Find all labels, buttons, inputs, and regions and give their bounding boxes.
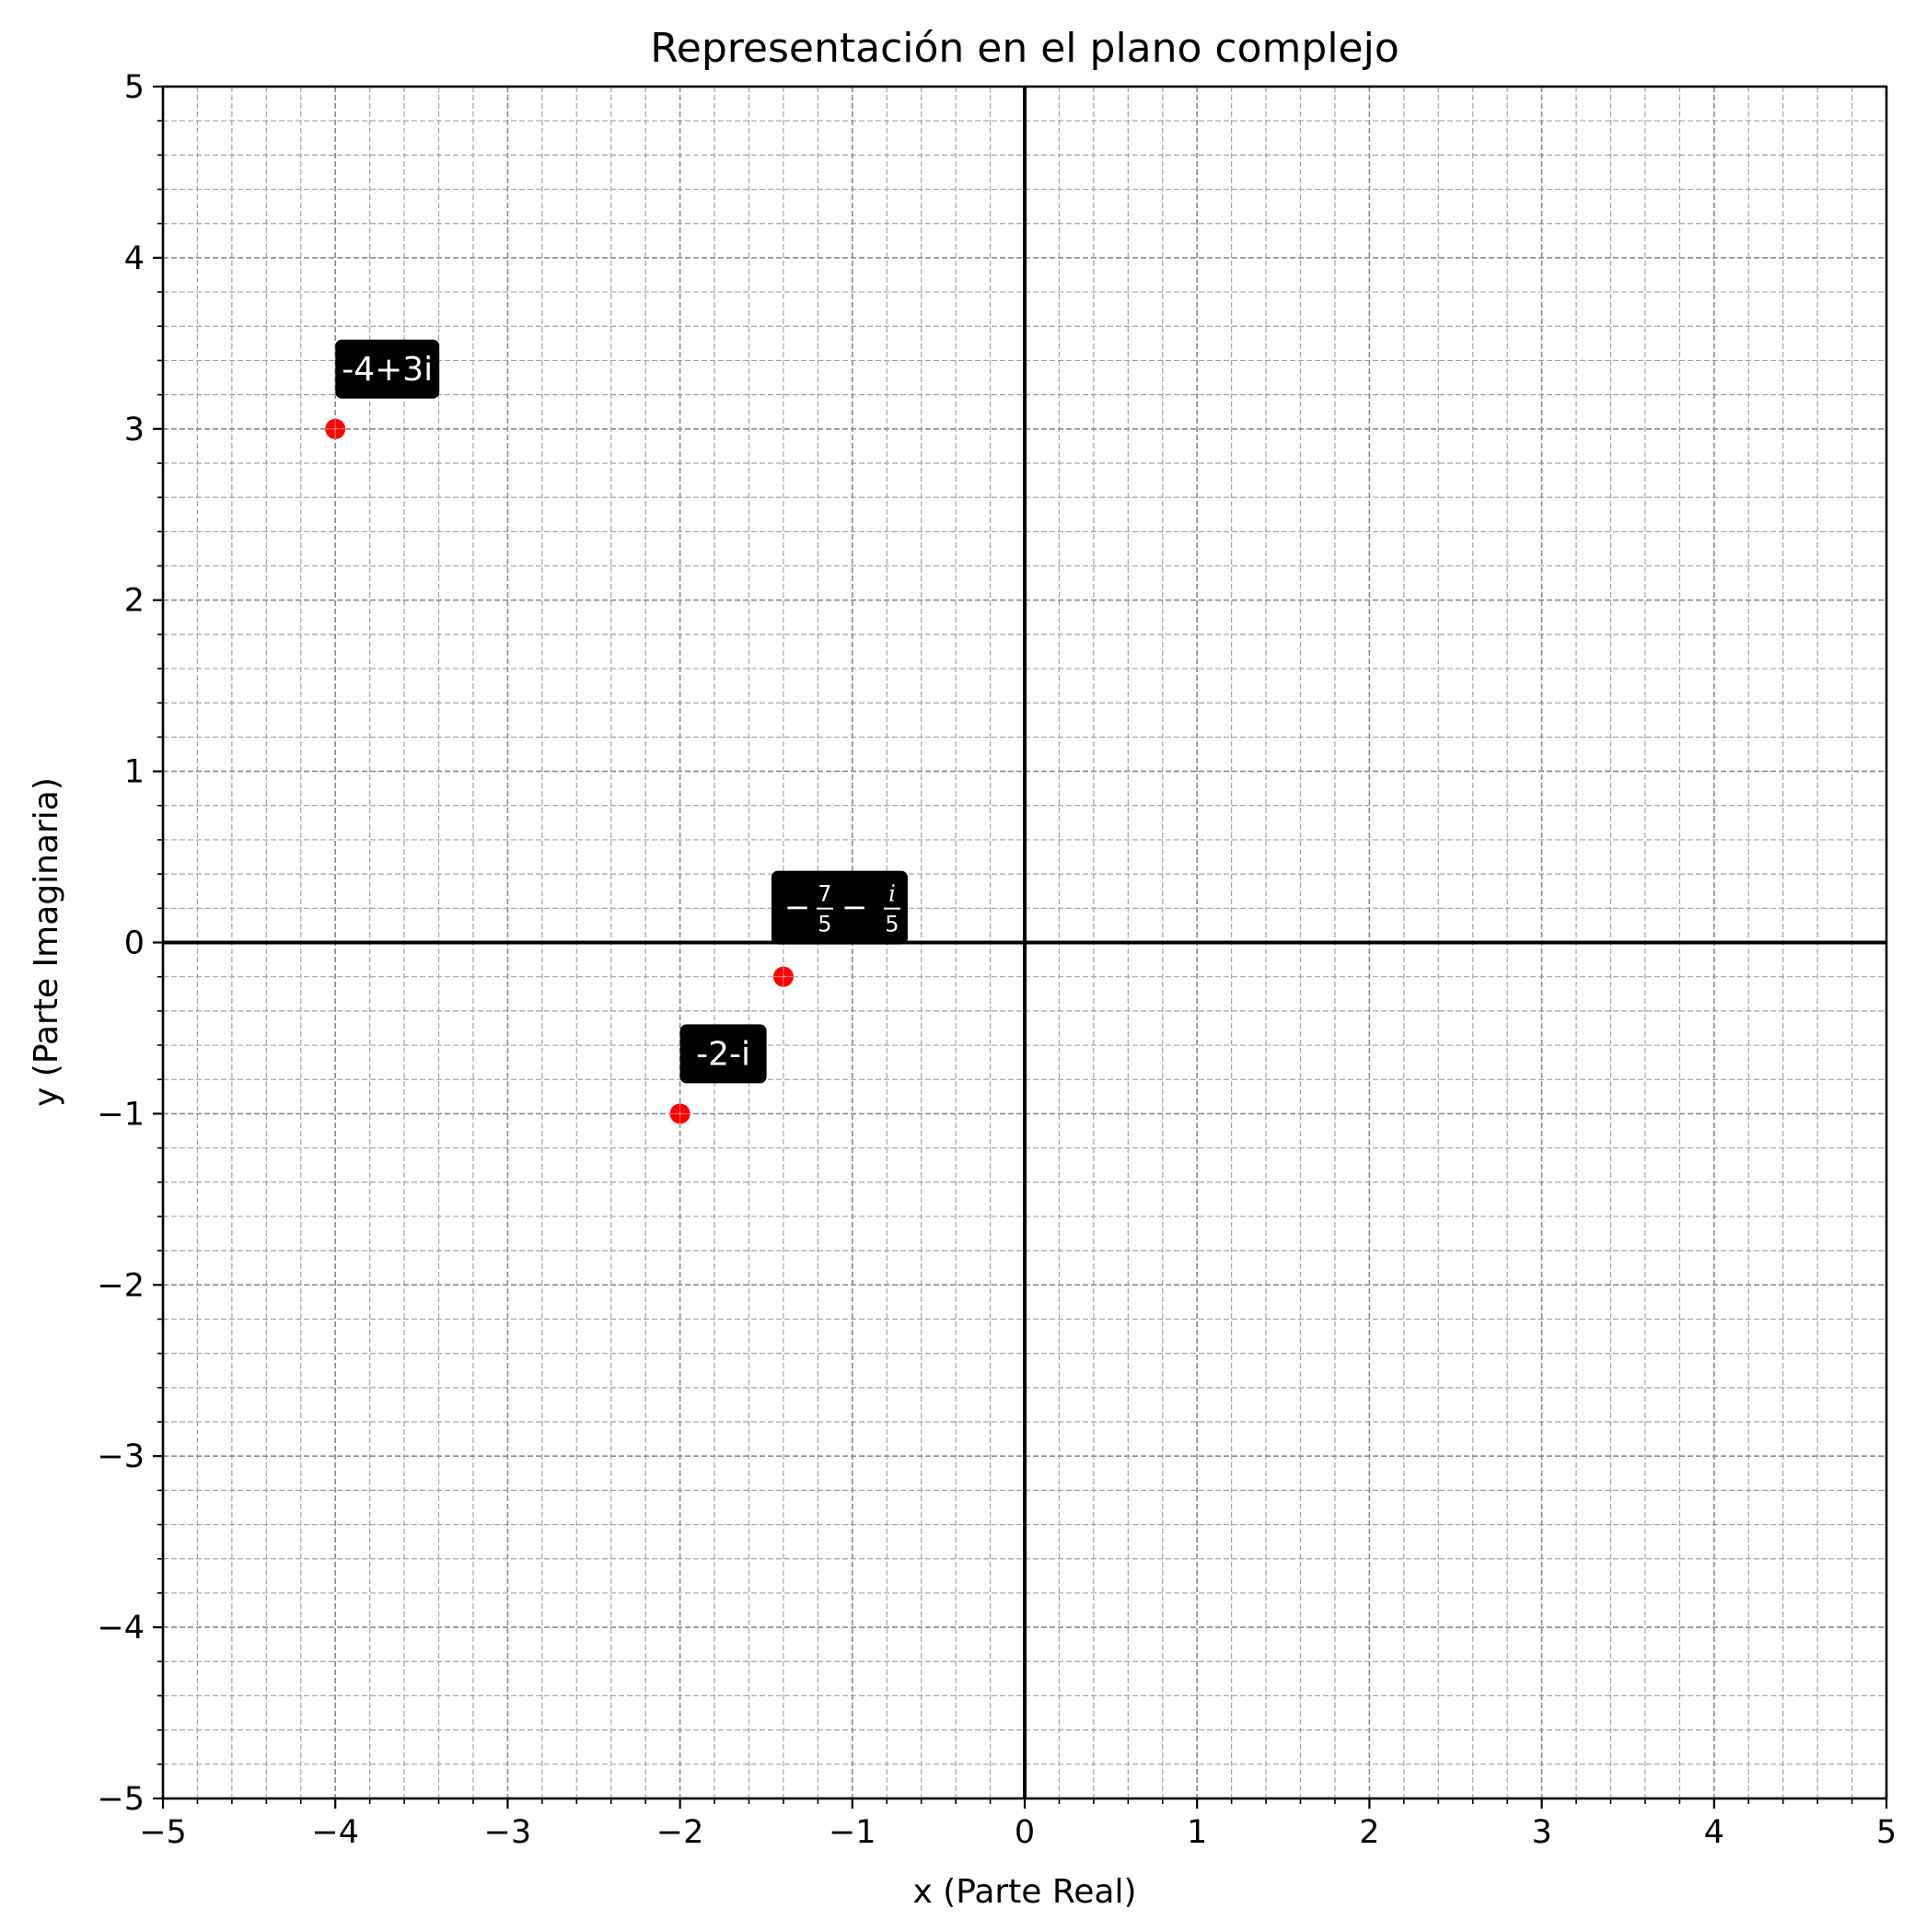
data-points xyxy=(325,418,794,1124)
y-tick-label: 1 xyxy=(124,754,145,791)
x-tick-label: 3 xyxy=(1531,1814,1551,1851)
zero-axes xyxy=(163,87,1886,1798)
fraction-denominator: 5 xyxy=(818,912,831,937)
y-tick-label: −1 xyxy=(97,1096,145,1133)
fraction-denominator: 5 xyxy=(885,912,899,937)
y-tick-label: −4 xyxy=(97,1610,145,1647)
y-tick-label: −3 xyxy=(97,1438,145,1475)
fraction-minus: − xyxy=(841,890,868,926)
x-tick-label: 0 xyxy=(1015,1814,1035,1851)
fraction-minus: − xyxy=(784,890,811,926)
y-tick-label: 4 xyxy=(124,240,145,277)
x-axis-label: x (Parte Real) xyxy=(912,1873,1136,1911)
y-axis-label: y (Parte Imaginaria) xyxy=(28,777,65,1107)
point-label-box xyxy=(335,339,440,399)
x-tick-label: 2 xyxy=(1359,1814,1379,1851)
y-tick-label: 5 xyxy=(124,69,145,106)
y-tick-label: −2 xyxy=(97,1267,145,1304)
y-tick-label: 2 xyxy=(124,583,145,620)
point-label-text: -2-i xyxy=(696,1035,750,1073)
x-tick-label: −5 xyxy=(139,1814,187,1851)
fraction-numerator: i xyxy=(888,881,896,907)
point-label-box xyxy=(771,870,908,945)
x-tick-label: −3 xyxy=(484,1814,532,1851)
point-label-box xyxy=(679,1024,767,1084)
x-tick-label: 5 xyxy=(1876,1814,1897,1851)
x-tick-label: 1 xyxy=(1187,1814,1207,1851)
y-tick-label: 0 xyxy=(124,925,145,962)
y-tick-label: −5 xyxy=(97,1781,145,1818)
x-tick-label: 4 xyxy=(1704,1814,1724,1851)
fraction-numerator: 7 xyxy=(818,881,831,907)
point-labels: -4+3i− 75− i5-2-i xyxy=(335,339,908,1084)
chart-title: Representación en el plano complejo xyxy=(650,25,1399,72)
y-tick-label: 3 xyxy=(124,412,145,448)
point-label-text: -4+3i xyxy=(342,351,433,389)
x-tick-label: −1 xyxy=(829,1814,876,1851)
x-tick-label: −2 xyxy=(656,1814,704,1851)
axis-ticks xyxy=(153,85,1888,1809)
x-tick-label: −4 xyxy=(311,1814,359,1851)
